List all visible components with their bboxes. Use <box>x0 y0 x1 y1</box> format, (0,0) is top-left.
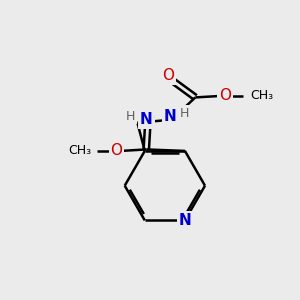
Text: N: N <box>139 112 152 127</box>
Text: O: O <box>111 143 123 158</box>
Text: CH₃: CH₃ <box>68 144 91 158</box>
Text: H: H <box>126 110 136 123</box>
Text: O: O <box>142 111 154 126</box>
Text: CH₃: CH₃ <box>250 89 273 102</box>
Text: O: O <box>163 68 175 83</box>
Text: N: N <box>178 213 191 228</box>
Text: H: H <box>179 107 189 120</box>
Text: O: O <box>219 88 231 104</box>
Text: N: N <box>164 109 176 124</box>
